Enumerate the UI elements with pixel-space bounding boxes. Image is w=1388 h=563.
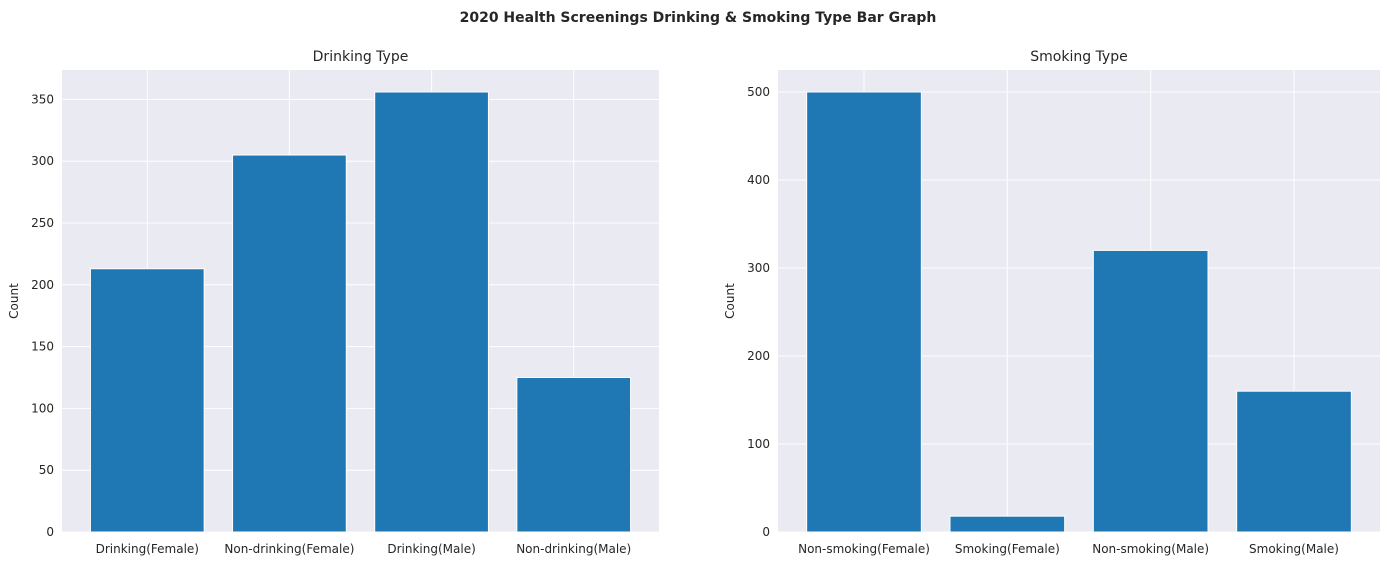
smoking-x-tick-label: Smoking(Female) xyxy=(955,542,1060,556)
drinking-y-tick-label: 100 xyxy=(31,401,54,415)
smoking-y-tick-label: 500 xyxy=(747,85,770,99)
smoking-x-tick-label: Non-smoking(Male) xyxy=(1092,542,1209,556)
drinking-y-tick-label: 300 xyxy=(31,154,54,168)
bar-smoking-male xyxy=(1236,390,1352,533)
smoking-y-axis-label: Count xyxy=(723,283,737,319)
drinking-y-tick-label: 150 xyxy=(31,340,54,354)
drinking-x-tick-label: Drinking(Female) xyxy=(96,542,199,556)
drinking-y-tick-label: 0 xyxy=(46,525,54,539)
drinking-x-tick-label: Non-drinking(Female) xyxy=(224,542,354,556)
drinking-y-tick-label: 50 xyxy=(39,463,54,477)
bar-non-smoking-female xyxy=(806,91,922,533)
bar-non-drinking-female xyxy=(232,154,347,533)
drinking-x-tick-label: Drinking(Male) xyxy=(387,542,475,556)
bar-drinking-male xyxy=(374,91,489,533)
smoking-y-tick-label: 100 xyxy=(747,437,770,451)
bar-non-drinking-male xyxy=(516,377,632,533)
drinking-chart-title: Drinking Type xyxy=(313,49,409,65)
bar-smoking-female xyxy=(949,515,1066,533)
smoking-type-chart: 0 100 200 300 400 500 Non-smoking(Female) Smoki… xyxy=(723,49,1380,556)
smoking-x-tick-label: Smoking(Male) xyxy=(1249,542,1339,556)
bar-non-smoking-male xyxy=(1092,249,1209,533)
smoking-chart-title: Smoking Type xyxy=(1030,49,1127,65)
drinking-y-axis-label: Count xyxy=(7,283,21,319)
smoking-y-tick-label: 200 xyxy=(747,349,770,363)
figure-suptitle: 2020 Health Screenings Drinking & Smokin… xyxy=(460,10,937,26)
drinking-x-tick-label: Non-drinking(Male) xyxy=(516,542,631,556)
bar-drinking-female xyxy=(89,268,205,533)
smoking-y-tick-label: 300 xyxy=(747,261,770,275)
drinking-type-chart: 0 50 100 150 200 250 300 350 Drinking(Female) Non… xyxy=(7,49,659,556)
smoking-y-tick-label: 400 xyxy=(747,173,770,187)
smoking-y-tick-label: 0 xyxy=(762,525,770,539)
drinking-y-tick-label: 200 xyxy=(31,278,54,292)
smoking-x-tick-label: Non-smoking(Female) xyxy=(798,542,930,556)
drinking-y-tick-label: 350 xyxy=(31,92,54,106)
drinking-y-tick-label: 250 xyxy=(31,216,54,230)
